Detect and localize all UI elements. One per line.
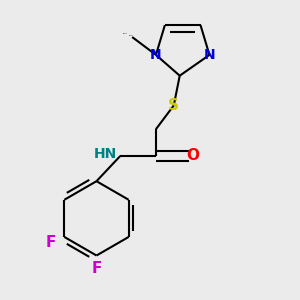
Text: N: N (204, 48, 215, 62)
Text: N: N (150, 48, 162, 62)
Text: O: O (187, 148, 200, 164)
Text: S: S (168, 98, 179, 113)
Text: F: F (46, 236, 56, 250)
Text: methyl: methyl (123, 33, 128, 34)
Text: HN: HN (94, 148, 117, 161)
Text: F: F (91, 261, 102, 276)
Text: methyl: methyl (129, 34, 134, 36)
